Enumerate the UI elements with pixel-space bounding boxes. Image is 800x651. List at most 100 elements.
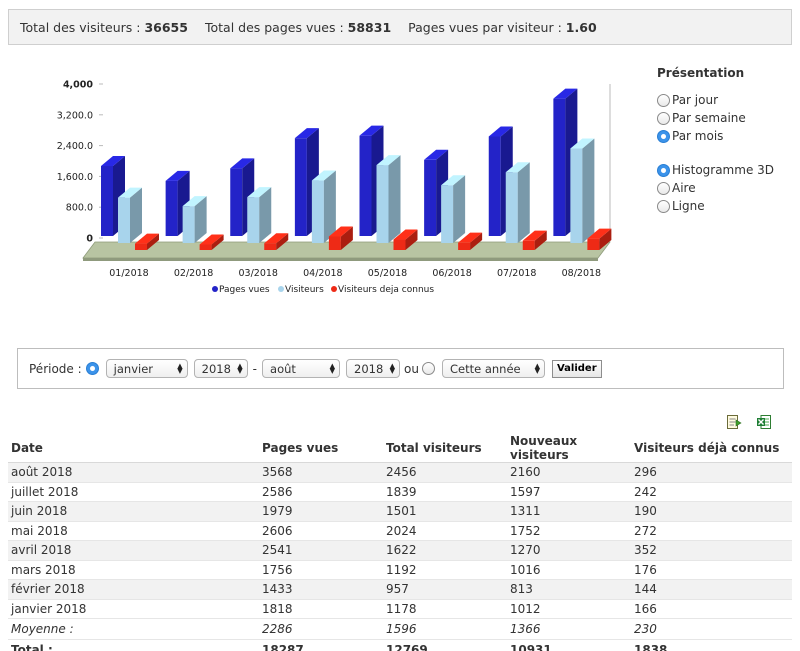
- table-cell: 1597: [507, 482, 631, 502]
- x-tick-label: 02/2018: [174, 268, 213, 279]
- table-cell: 957: [383, 579, 507, 600]
- table-cell: 1178: [383, 599, 507, 619]
- table-cell: Total :: [11, 642, 53, 651]
- csv-export-icon[interactable]: [726, 414, 742, 430]
- table-row: mars 2018 1756 1192 1016 176: [8, 560, 792, 580]
- bar-front: [294, 138, 307, 236]
- chart-type-radio[interactable]: [657, 181, 670, 195]
- y-tick-label: 1,600.0: [57, 172, 93, 183]
- chart-type-option[interactable]: Histogramme 3D: [657, 161, 774, 179]
- header-date[interactable]: Date: [8, 434, 259, 463]
- presentation-period-option[interactable]: Par jour: [657, 91, 774, 109]
- y-tick-label: 4,000: [63, 80, 93, 91]
- bar-side: [130, 187, 142, 243]
- x-tick-label: 08/2018: [562, 268, 601, 279]
- end-month-value: août: [270, 361, 296, 376]
- table-cell: janvier 2018: [8, 599, 259, 619]
- table-cell: juin 2018: [8, 501, 259, 522]
- legend-label: Visiteurs deja connus: [338, 285, 434, 295]
- bar-front: [458, 242, 471, 250]
- header-total-visitors[interactable]: Total visiteurs: [383, 434, 507, 463]
- presentation-panel: Présentation Par jour Par semaine Par mois…: [657, 66, 774, 215]
- table-cell: 242: [631, 482, 792, 502]
- presentation-period-radio[interactable]: [657, 93, 670, 107]
- bar-side: [453, 175, 466, 243]
- export-icons: [726, 414, 772, 430]
- table-cell: 1752: [507, 521, 631, 541]
- bar-top: [264, 233, 289, 244]
- table-cell: 1366: [507, 618, 631, 640]
- x-tick-label: 04/2018: [303, 268, 342, 279]
- bar-side: [211, 234, 224, 250]
- total-visitors-stat: Total des visiteurs : 36655: [20, 20, 188, 35]
- total-pages-value: 58831: [347, 19, 392, 35]
- bar-top: [135, 233, 159, 244]
- summary-bar: Total des visiteurs : 36655 Total des pa…: [8, 9, 792, 45]
- start-month-select[interactable]: janvier ▲ ▼: [105, 359, 188, 378]
- period-separator: -: [252, 361, 258, 376]
- preset-period-select[interactable]: Cette année ▲ ▼: [441, 359, 545, 378]
- total-visitors-label: Total des visiteurs :: [20, 19, 141, 35]
- table-cell: 230: [631, 618, 792, 640]
- table-cell: 1756: [259, 560, 383, 580]
- table-cell: Moyenne :: [8, 618, 259, 640]
- bar-top: [587, 228, 612, 239]
- end-year-select[interactable]: 2018 ▲ ▼: [346, 359, 401, 378]
- bar-front: [359, 135, 372, 236]
- table-cell: mars 2018: [8, 560, 259, 580]
- bar-front: [505, 172, 518, 243]
- end-year-value: 2018: [354, 361, 384, 376]
- excel-export-icon[interactable]: [756, 414, 772, 430]
- period-range-radio[interactable]: [85, 362, 99, 375]
- table-cell: 296: [631, 462, 792, 483]
- bar-top: [505, 162, 530, 173]
- chart-type-option[interactable]: Aire: [657, 179, 774, 197]
- table-cell: 1596: [383, 618, 507, 640]
- presentation-period-option[interactable]: Par mois: [657, 127, 774, 145]
- select-arrows-icon: ▲ ▼: [237, 361, 243, 375]
- table-cell: 1012: [507, 599, 631, 619]
- bar-side: [599, 228, 612, 250]
- bar-front: [570, 148, 583, 243]
- bar-front: [376, 165, 389, 243]
- total-pages-stat: Total des pages vues : 58831: [205, 20, 391, 35]
- presentation-period-radio[interactable]: [657, 111, 670, 125]
- presentation-period-option[interactable]: Par semaine: [657, 109, 774, 127]
- submit-button[interactable]: Valider: [551, 359, 602, 378]
- legend-marker: [212, 286, 218, 292]
- bar-side: [582, 138, 595, 243]
- table-cell: 1016: [507, 560, 631, 580]
- bar-side: [147, 233, 159, 250]
- x-tick-label: 03/2018: [239, 268, 278, 279]
- header-new-visitors[interactable]: Nouveaux visiteurs: [507, 434, 631, 463]
- y-tick-label: 3,200.0: [57, 110, 93, 121]
- x-tick-label: 07/2018: [497, 268, 536, 279]
- table-cell: 18287: [262, 642, 304, 651]
- bar-top: [247, 187, 272, 198]
- chart-type-option[interactable]: Ligne: [657, 197, 774, 215]
- table-cell: mai 2018: [8, 521, 259, 541]
- start-year-select[interactable]: 2018 ▲ ▼: [193, 359, 248, 378]
- table-row: mai 2018 2606 2024 1752 272: [8, 521, 792, 541]
- table-cell: 2024: [383, 521, 507, 541]
- period-preset-radio[interactable]: [421, 362, 435, 375]
- table-row: juillet 2018 2586 1839 1597 242: [8, 482, 792, 502]
- y-tick-label: 0: [86, 234, 93, 245]
- x-tick-label: 01/2018: [109, 268, 148, 279]
- bar-side: [534, 230, 547, 250]
- bar-top: [393, 229, 418, 240]
- table-cell: 272: [631, 521, 792, 541]
- table-cell: février 2018: [8, 579, 259, 600]
- bar-front: [182, 206, 195, 243]
- bar-top: [311, 170, 336, 181]
- end-month-select[interactable]: août ▲ ▼: [262, 359, 341, 378]
- table-cell: 1979: [259, 501, 383, 522]
- bar-front: [264, 243, 277, 250]
- presentation-period-radio[interactable]: [657, 129, 670, 143]
- header-page-views[interactable]: Pages vues: [259, 434, 383, 463]
- bar-top: [165, 170, 190, 181]
- header-returning-visitors[interactable]: Visiteurs déjà connus: [631, 434, 792, 463]
- start-year-value: 2018: [201, 361, 231, 376]
- chart-type-radio[interactable]: [657, 163, 670, 177]
- chart-type-radio[interactable]: [657, 199, 670, 213]
